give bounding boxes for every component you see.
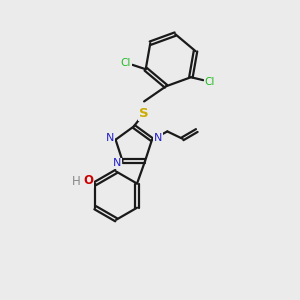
Text: N: N <box>106 133 114 143</box>
Text: H: H <box>72 175 81 188</box>
Text: S: S <box>139 107 149 120</box>
Text: N: N <box>154 133 162 143</box>
Text: O: O <box>83 174 94 187</box>
Text: Cl: Cl <box>205 76 215 87</box>
Text: Cl: Cl <box>121 58 131 68</box>
Text: N: N <box>113 158 122 168</box>
